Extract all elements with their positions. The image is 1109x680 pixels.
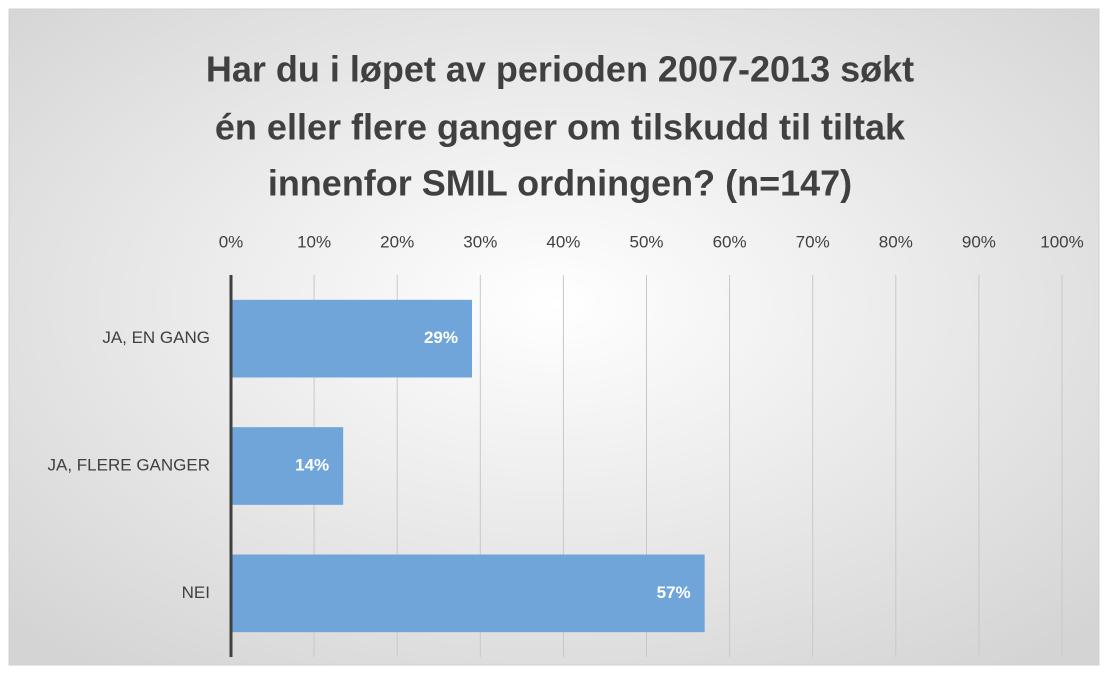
bar — [231, 554, 705, 633]
bar — [231, 299, 472, 378]
chart-title: innenfor SMIL ordningen? (n=147) — [268, 163, 852, 204]
x-tick-label: 60% — [713, 232, 747, 251]
y-tick-label: JA, EN GANG — [102, 328, 210, 347]
x-tick-label: 30% — [463, 232, 497, 251]
bar — [231, 427, 344, 505]
chart-title: én eller flere ganger om tilskudd til ti… — [215, 107, 906, 148]
y-tick-label: NEI — [182, 583, 210, 602]
y-tick-label: JA, FLERE GANGER — [48, 455, 210, 474]
x-tick-label: 10% — [297, 232, 331, 251]
x-tick-label: 80% — [879, 232, 913, 251]
x-tick-label: 100% — [1040, 232, 1083, 251]
data-label: 29% — [424, 328, 458, 347]
x-tick-label: 40% — [546, 232, 580, 251]
data-label: 57% — [657, 583, 691, 602]
x-tick-label: 90% — [962, 232, 996, 251]
data-label: 14% — [295, 455, 329, 474]
chart-title: Har du i løpet av perioden 2007-2013 søk… — [206, 49, 914, 90]
x-tick-label: 70% — [796, 232, 830, 251]
x-tick-label: 0% — [219, 232, 244, 251]
x-tick-label: 20% — [380, 232, 414, 251]
x-tick-label: 50% — [629, 232, 663, 251]
